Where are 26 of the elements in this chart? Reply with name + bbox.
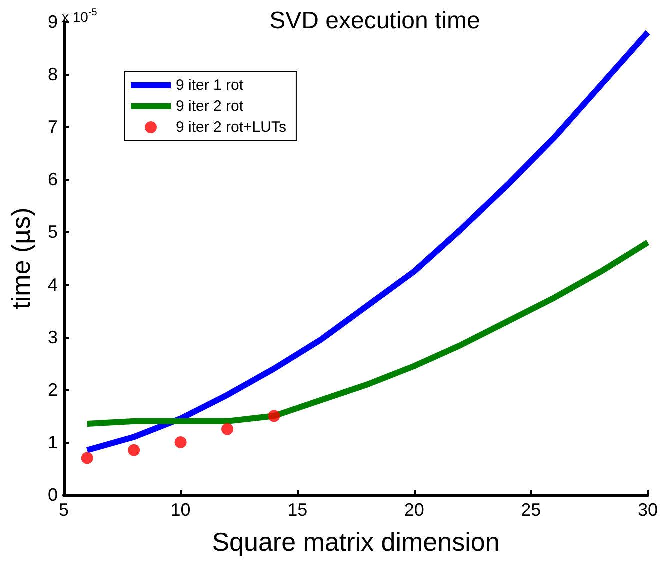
point	[174, 436, 187, 448]
legend-label: 9 iter 2 rot+LUTs	[176, 119, 286, 136]
chart-title: SVD execution time	[270, 8, 480, 34]
legend-label: 9 iter 2 rot	[176, 98, 244, 115]
point	[81, 452, 94, 464]
y-axis-title: time (µs)	[6, 208, 36, 310]
x-tick-label: 15	[288, 500, 308, 520]
y-tick-label: 3	[48, 327, 58, 348]
point	[222, 423, 234, 436]
x-tick-label: 20	[404, 500, 424, 520]
y-tick-label: 8	[48, 64, 58, 85]
legend-label: 9 iter 1 rot	[176, 77, 244, 94]
point	[128, 444, 140, 456]
x-tick-label: 10	[170, 500, 191, 520]
y-tick-label: 2	[48, 380, 58, 400]
x-tick-label: 25	[521, 500, 542, 520]
y-tick-label: 5	[48, 222, 58, 242]
x-tick-label: 30	[638, 500, 658, 520]
y-tick-label: 0	[48, 485, 58, 505]
x-axis-title: Square matrix dimension	[212, 527, 500, 557]
y-tick-label: 4	[48, 274, 58, 295]
point	[268, 410, 280, 422]
y-tick-label: 6	[48, 170, 58, 190]
y-tick-label: 9	[48, 12, 58, 32]
y-tick-label: 1	[48, 432, 58, 452]
y-tick-label: 7	[48, 117, 58, 138]
